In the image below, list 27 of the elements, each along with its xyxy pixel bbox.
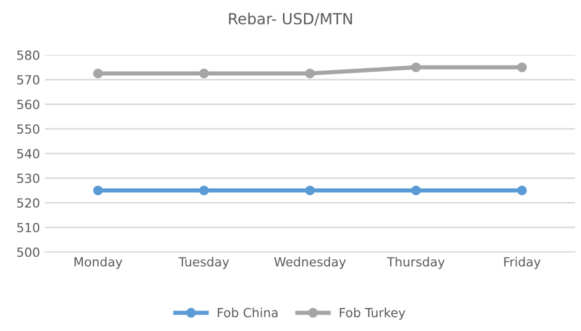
y-tick-label: 520 [17,198,40,208]
y-tick-label: 540 [17,148,40,158]
chart-title: Rebar- USD/MTN [229,12,352,26]
y-tick-label: 560 [17,100,40,110]
point [411,62,421,72]
y-tick-label: 510 [17,222,40,232]
x-tick-label: Thursday [386,256,445,269]
point [93,186,103,196]
point [199,68,209,78]
y-tick-label: 550 [17,124,40,134]
x-tick-label: Tuesday [178,256,230,269]
point [517,62,527,72]
y-tick-label: 500 [17,247,40,257]
y-tick-label: 580 [17,50,40,60]
point [517,186,527,196]
x-tick-label: Monday [74,256,122,269]
x-tick-label: Friday [504,256,541,269]
point [199,186,209,196]
point [305,186,315,196]
y-tick-label: 530 [17,174,40,184]
point [411,186,421,196]
legend-label: Fob Turkey [340,308,406,320]
x-tick-label: Wednesday [274,256,346,269]
legend-label: Fob China [218,308,278,318]
y-tick-label: 570 [17,75,40,85]
point [93,68,103,78]
point [305,68,315,78]
